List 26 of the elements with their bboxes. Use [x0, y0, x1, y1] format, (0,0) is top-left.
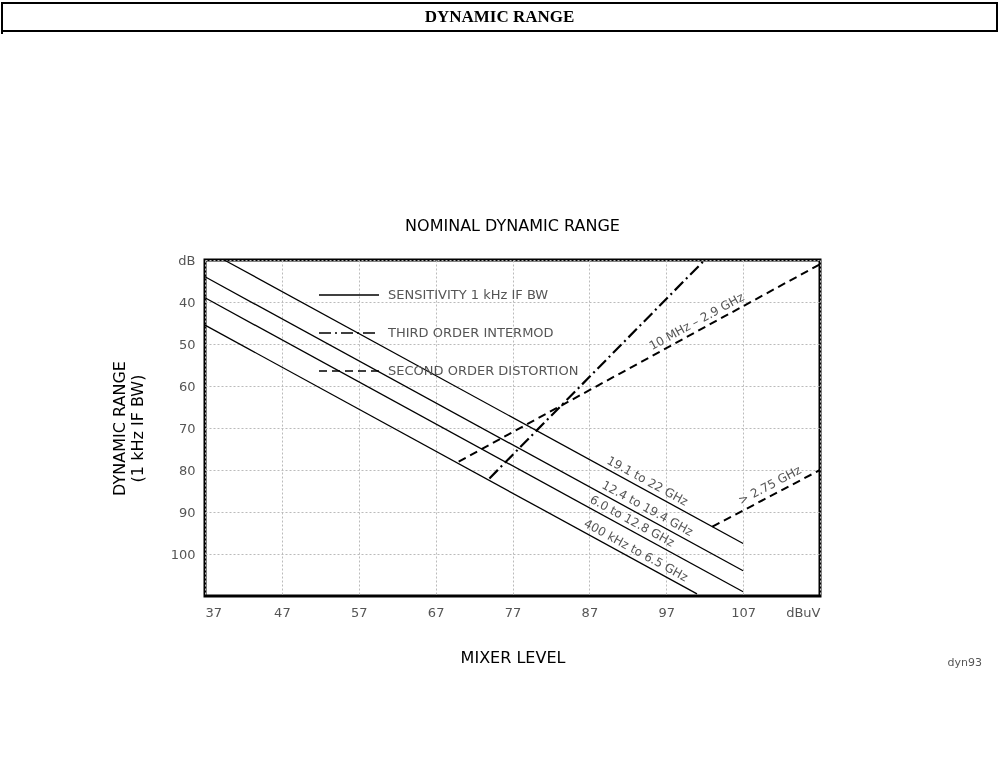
annotation: 10 MHz – 2.9 GHz: [646, 289, 747, 353]
legend-label: SENSITIVITY 1 kHz IF BW: [388, 287, 549, 302]
y-tick-label: 60: [178, 378, 196, 394]
x-tick-label: 37: [205, 604, 223, 620]
y-tick-label: 50: [178, 336, 196, 352]
y-tick-label: 80: [178, 462, 196, 478]
x-tick-label: 87: [581, 604, 599, 620]
x-tick-label: 77: [504, 604, 522, 620]
y-tick-label: 40: [178, 294, 196, 310]
text: dyn93: [947, 656, 982, 669]
x-tick-label: 97: [658, 604, 676, 620]
chart-subtitle: NOMINAL DYNAMIC RANGE: [405, 216, 620, 235]
y-tick-label: dB: [178, 252, 196, 268]
x-tick-label: 107: [731, 604, 757, 620]
chart-title: DYNAMIC RANGE: [1, 2, 998, 32]
annotation: > 2.75 GHz: [735, 462, 804, 508]
legend-label: THIRD ORDER INTERMOD: [387, 325, 554, 340]
y-tick-label: 90: [178, 504, 196, 520]
x-tick-label: dBuV: [786, 604, 821, 620]
x-tick-label: 47: [274, 604, 291, 620]
x-tick-label: 67: [427, 604, 445, 620]
y-tick-label: 70: [178, 420, 196, 436]
y-axis-title: DYNAMIC RANGE (1 kHz IF BW): [109, 361, 147, 496]
x-axis-title: MIXER LEVEL: [460, 647, 566, 667]
y-tick-label: 100: [170, 546, 196, 562]
x-tick-label: 57: [350, 604, 368, 620]
